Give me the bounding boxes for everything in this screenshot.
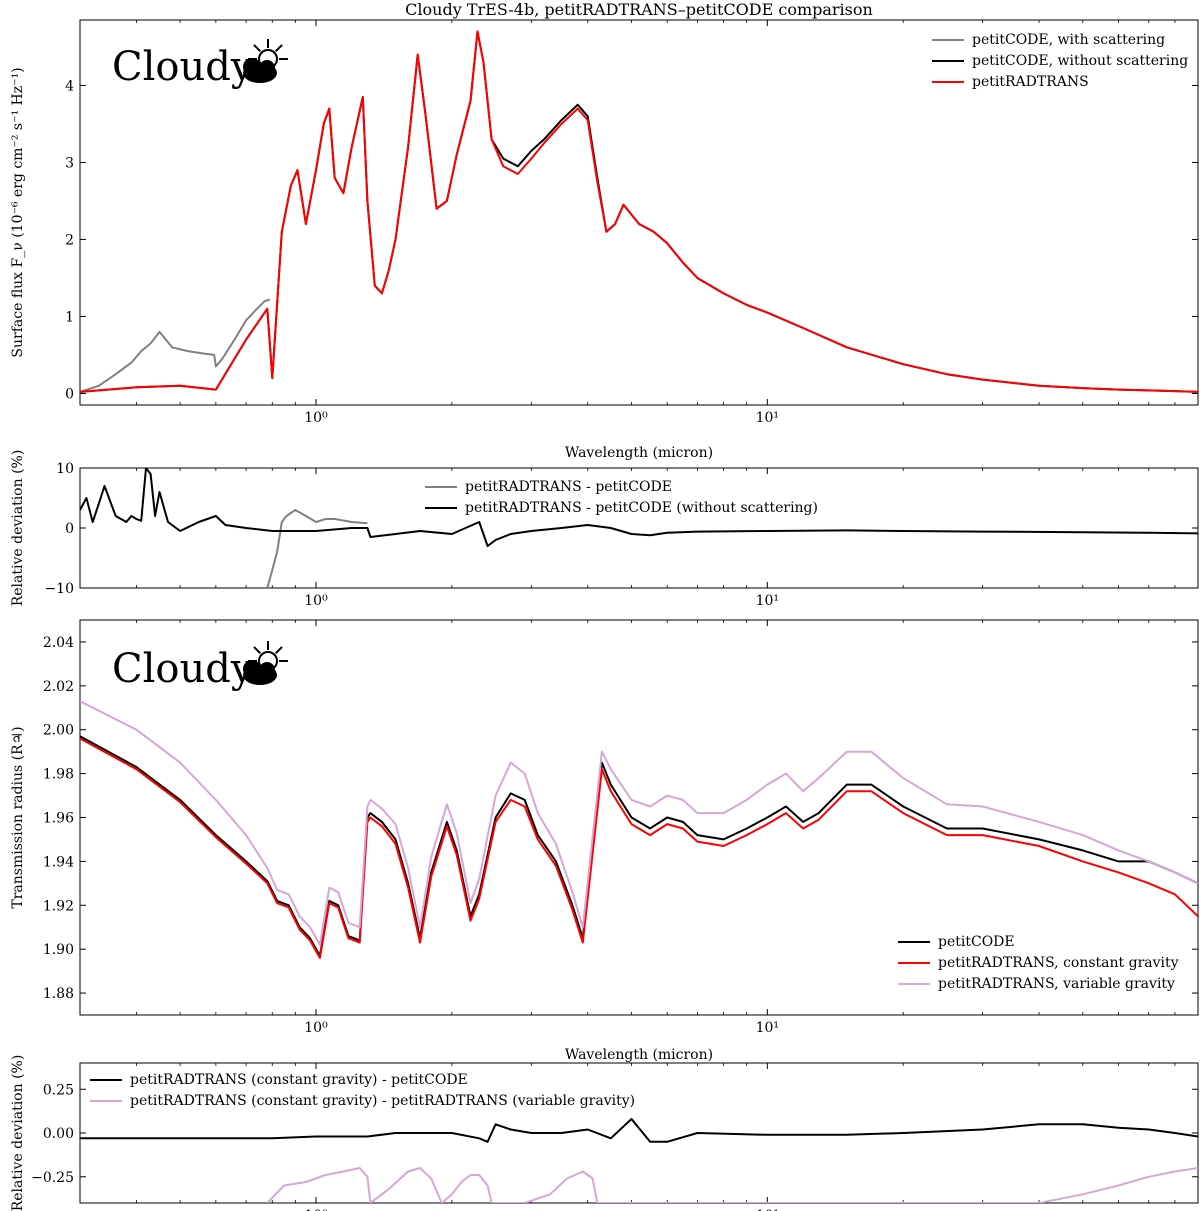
legend-entry: petitRADTRANS, variable gravity (938, 976, 1175, 992)
cloudy-badge: Cloudy (112, 44, 254, 90)
sun-ray (274, 44, 283, 53)
x-axis-label: Wavelength (micron) (565, 1047, 713, 1063)
y-tick-label: −10 (44, 581, 74, 597)
legend-entry: petitRADTRANS - petitCODE (without scatt… (465, 500, 818, 516)
y-tick-label: 1.92 (43, 898, 74, 914)
series-line-petitcode-with-scattering (80, 298, 271, 393)
sun-cloud-icon (243, 641, 288, 685)
transmission-deviation-panel: 10⁰ 10¹ −0.25 0.00 0.25 Relative deviation (%… (10, 1055, 1199, 1211)
series-line-petitradtrans-constant-gravity-petitcode (80, 1118, 1198, 1143)
y-axis-label: Surface flux F_ν (10⁻⁶ erg cm⁻² s⁻¹ Hz⁻¹… (10, 67, 26, 357)
axes-frame (79, 19, 1199, 406)
x-tick-label: 10⁰ (304, 593, 328, 609)
cloud-shape (259, 662, 275, 678)
cloud-shape (259, 60, 275, 76)
x-tick-label: 10¹ (756, 593, 779, 609)
y-axis-label: Relative deviation (%) (10, 1055, 26, 1211)
x-axis-label: Wavelength (micron) (565, 445, 713, 461)
cloudy-badge: Cloudy (112, 646, 254, 692)
emission-deviation-panel: 10⁰ 10¹ −10 0 10 Relative deviation (%) petitR… (10, 450, 1199, 609)
y-tick-label: 1.96 (43, 811, 74, 827)
y-tick-label: −0.25 (31, 1170, 74, 1186)
figure-title: Cloudy TrES-4b, petitRADTRANS–petitCODE … (405, 0, 873, 19)
emission-panel: 10⁰ 10¹ 0 1 2 3 4 Surface flux F_ν (10⁻⁶ erg cm… (10, 19, 1199, 461)
series-group (80, 1118, 1198, 1203)
sun-cloud-icon (243, 39, 288, 83)
y-tick-label: 2.04 (43, 635, 74, 651)
series-line-petitcode (80, 735, 1198, 957)
sun-ray (253, 44, 262, 53)
y-tick-label: 2.02 (43, 679, 74, 695)
legend-entry: petitCODE, with scattering (972, 32, 1165, 48)
y-tick-label: 2.00 (43, 723, 74, 739)
x-tick-label: 10⁰ (304, 1020, 328, 1036)
x-tick-label: 10¹ (756, 410, 779, 426)
series-line-petitradtrans-petitcode-without-scattering (80, 468, 1198, 547)
y-tick-label: 4 (65, 78, 74, 94)
legend-entry: petitCODE, without scattering (972, 53, 1188, 69)
y-tick-label: 1 (65, 309, 74, 325)
y-axis-label: Transmission radius (R♃) (10, 726, 26, 908)
y-tick-label: 1.94 (43, 854, 74, 870)
legend-entry: petitRADTRANS (constant gravity) - petit… (130, 1093, 635, 1109)
y-tick-label: 1.88 (43, 986, 74, 1002)
y-tick-label: 0.25 (43, 1082, 74, 1098)
series-line-petitradtrans (80, 30, 1198, 393)
series-line-petitradtrans-variable-gravity (80, 700, 1198, 946)
y-axis-label: Relative deviation (%) (10, 450, 26, 607)
series-group (80, 468, 1198, 588)
y-tick-label: 1.98 (43, 767, 74, 783)
series-group (80, 700, 1198, 959)
legend-entry: petitRADTRANS - petitCODE (465, 479, 672, 495)
series-line-petitradtrans-petitcode (266, 509, 368, 588)
series-line-petitradtrans-constant-gravity-petitradtrans-variable-gravity (266, 1167, 1198, 1203)
y-tick-label: 1.90 (43, 942, 74, 958)
legend-entry: petitCODE (938, 934, 1015, 950)
y-tick-label: 0.00 (43, 1126, 74, 1142)
y-tick-label: 3 (65, 155, 74, 171)
y-tick-label: 2 (65, 232, 74, 248)
cloud-shape (243, 58, 261, 76)
x-tick-label: 10⁰ (304, 1208, 328, 1211)
series-group (80, 30, 1198, 393)
sun-ray (274, 646, 283, 655)
transmission-panel: 10⁰ 10¹ 1.88 1.90 1.92 1.94 1.96 1.98 2.00 2.02 2.… (10, 619, 1199, 1063)
y-tick-label: 0 (65, 521, 74, 537)
series-line-petitradtrans-constant-gravity (80, 737, 1198, 959)
sun-ray (253, 646, 262, 655)
legend-entry: petitRADTRANS (972, 74, 1089, 90)
x-tick-label: 10¹ (756, 1020, 779, 1036)
legend-entry: petitRADTRANS, constant gravity (938, 955, 1179, 971)
cloud-shape (243, 660, 261, 678)
x-tick-label: 10¹ (756, 1208, 779, 1211)
legend-entry: petitRADTRANS (constant gravity) - petit… (130, 1072, 468, 1088)
y-tick-label: 10 (56, 461, 74, 477)
x-tick-label: 10⁰ (304, 410, 328, 426)
y-tick-label: 0 (65, 386, 74, 402)
